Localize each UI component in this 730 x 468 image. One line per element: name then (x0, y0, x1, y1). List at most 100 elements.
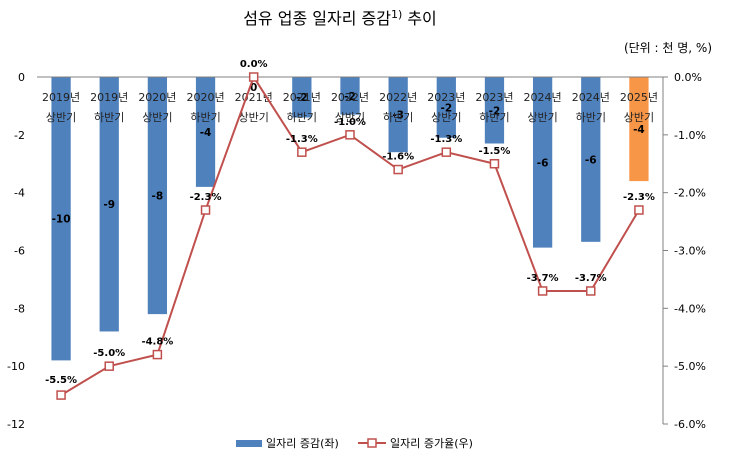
category-half-label: 상반기 (624, 111, 654, 124)
bar (629, 77, 649, 182)
bar (195, 77, 216, 187)
right-tick-label: 0.0% (674, 71, 702, 84)
unit-label: (단위 : 천 명, %) (624, 40, 712, 55)
category-year-label: 2023년 (475, 91, 513, 104)
bar (99, 77, 119, 332)
category-half-label: 상반기 (431, 111, 461, 124)
line-marker (345, 130, 355, 140)
line-label: -4.8% (141, 337, 173, 348)
bar (340, 77, 360, 115)
line-series: -5.5% -5.0% -4.8% -2.3% 0.0% -1.3% -1.0% -1.6% -… (45, 59, 655, 400)
category-year-label: 2020년 (138, 91, 176, 104)
category-year-label: 2024년 (524, 91, 562, 104)
bar (51, 77, 71, 361)
line-label: -1.0% (334, 117, 366, 128)
line-marker (152, 349, 163, 360)
line-marker (634, 205, 644, 215)
legend-bar-swatch (236, 440, 262, 447)
bar-label: -9 (103, 199, 115, 211)
bar (532, 77, 553, 248)
category-year-label: 2022년 (379, 91, 417, 104)
category-half-label: 하반기 (94, 110, 124, 124)
left-tick-label: -2 (14, 129, 25, 142)
line-label: -3.7% (527, 273, 559, 284)
line-marker (297, 147, 307, 157)
category-year-label: 2020년 (186, 91, 224, 104)
bar (581, 77, 601, 242)
line-label: -5.5% (45, 375, 77, 386)
category-year-label: 2022년 (331, 91, 369, 104)
bar-label: -6 (585, 154, 597, 166)
category-half-label: 상반기 (527, 111, 557, 124)
left-tick-label: -6 (14, 245, 25, 258)
bar-label: 0 (250, 82, 257, 94)
category-half-label: 상반기 (142, 111, 172, 124)
category-year-label: 2021년 (283, 91, 321, 104)
category-half-label: 하반기 (576, 110, 606, 124)
category-year-label: 2025년 (620, 91, 658, 104)
line-marker (537, 286, 548, 296)
bar-label: -10 (52, 214, 71, 226)
bar-label: -2 (344, 91, 356, 103)
bar-label: -2 (489, 105, 501, 117)
bar-label: -6 (537, 157, 549, 169)
bar-label: -4 (633, 124, 645, 136)
right-tick-label: -5.0% (674, 360, 706, 373)
category-half-label: 상반기 (46, 111, 76, 124)
category-year-label: 2019년 (90, 91, 128, 104)
right-tick-label: -3.0% (674, 245, 706, 258)
line-label: 0.0% (240, 59, 268, 70)
right-tick-label: -4.0% (674, 302, 706, 315)
bar-label: -8 (152, 191, 164, 203)
line-marker (104, 361, 114, 371)
bar-series: -10 -9 -8 -4 0 -2 -2 -3 -2 -2 -6 -6 -4 (37, 76, 663, 361)
line-marker (248, 72, 259, 82)
bar (484, 77, 505, 144)
left-axis: 0 -2 -4 -6 -8 -10 -12 (7, 71, 25, 431)
left-tick-label: -10 (7, 360, 25, 373)
left-tick-label: -12 (7, 418, 25, 431)
category-year-label: 2023년 (427, 91, 465, 104)
legend-line-label: 일자리 증가율(우) (390, 436, 473, 450)
category-year-label: 2019년 (42, 91, 80, 104)
line-label: -2.3% (190, 192, 222, 203)
bar-label: -4 (200, 127, 212, 139)
line-label: -1.3% (430, 134, 462, 145)
right-tick-label: -6.0% (674, 418, 706, 431)
bar (436, 77, 456, 138)
line-marker (393, 164, 403, 175)
category-year-label: 2024년 (572, 91, 610, 104)
category-half-label: 하반기 (479, 110, 509, 124)
line-marker (586, 286, 596, 296)
line-marker (489, 159, 500, 169)
bar (147, 77, 168, 315)
right-tick-label: -2.0% (674, 187, 706, 200)
category-half-label: 하반기 (190, 110, 220, 124)
line-label: -2.3% (623, 192, 655, 203)
left-tick-label: -8 (14, 302, 25, 315)
bar (292, 77, 312, 118)
bar-label: -2 (296, 92, 308, 104)
chart-title: 섬유 업종 일자리 증감1) 추이 (243, 8, 437, 28)
category-half-label: 상반기 (335, 111, 365, 124)
bar-label: -2 (440, 102, 452, 114)
legend-bar-label: 일자리 증감(좌) (266, 436, 339, 450)
left-tick-label: -4 (14, 187, 25, 200)
line-label: -1.5% (479, 146, 511, 157)
left-tick-label: 0 (18, 71, 25, 84)
line-label: -1.3% (286, 134, 318, 145)
line-label: -5.0% (93, 348, 125, 359)
line-marker (200, 205, 211, 215)
legend-line-marker (367, 438, 377, 448)
line-label: -3.7% (575, 273, 607, 284)
legend: 일자리 증감(좌) 일자리 증가율(우) (236, 436, 473, 450)
line-marker (56, 390, 66, 400)
category-half-label: 하반기 (287, 110, 317, 124)
line-label: -1.6% (382, 152, 414, 163)
bar (388, 77, 408, 153)
line-marker (441, 147, 452, 157)
right-axis: 0.0% -1.0% -2.0% -3.0% -4.0% -5.0% -6.0% (662, 71, 706, 431)
bar-label: -3 (392, 110, 404, 122)
